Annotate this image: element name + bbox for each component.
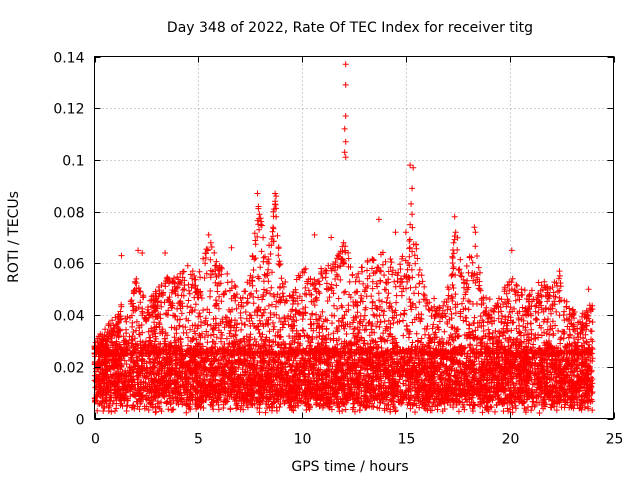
data-point [356,407,363,413]
data-points [91,61,596,416]
data-point [153,408,159,415]
chart-title: Day 348 of 2022, Rate Of TEC Index for r… [167,20,533,36]
data-point [488,404,495,411]
data-point [254,404,261,411]
data-point [549,356,556,363]
data-point [227,406,234,413]
data-point [374,404,381,411]
data-point [392,408,399,415]
data-point [264,405,270,412]
data-point [220,405,227,411]
data-point [536,410,543,416]
data-point [553,407,560,414]
data-point [342,406,349,413]
data-point [161,394,168,400]
data-point [290,407,297,414]
data-point [412,409,418,416]
data-point [429,403,436,410]
data-point [158,399,165,406]
data-point [100,408,107,414]
data-point [567,402,574,409]
data-point [260,364,267,371]
data-point [329,363,336,370]
data-point [330,400,337,407]
data-point [215,406,222,413]
data-point [262,409,269,416]
data-point [183,409,190,416]
data-point [589,407,596,414]
data-point [256,409,263,416]
data-point [455,408,462,415]
data-point [340,361,347,368]
data-point [299,380,306,387]
data-point [561,404,568,411]
data-point [121,357,128,364]
